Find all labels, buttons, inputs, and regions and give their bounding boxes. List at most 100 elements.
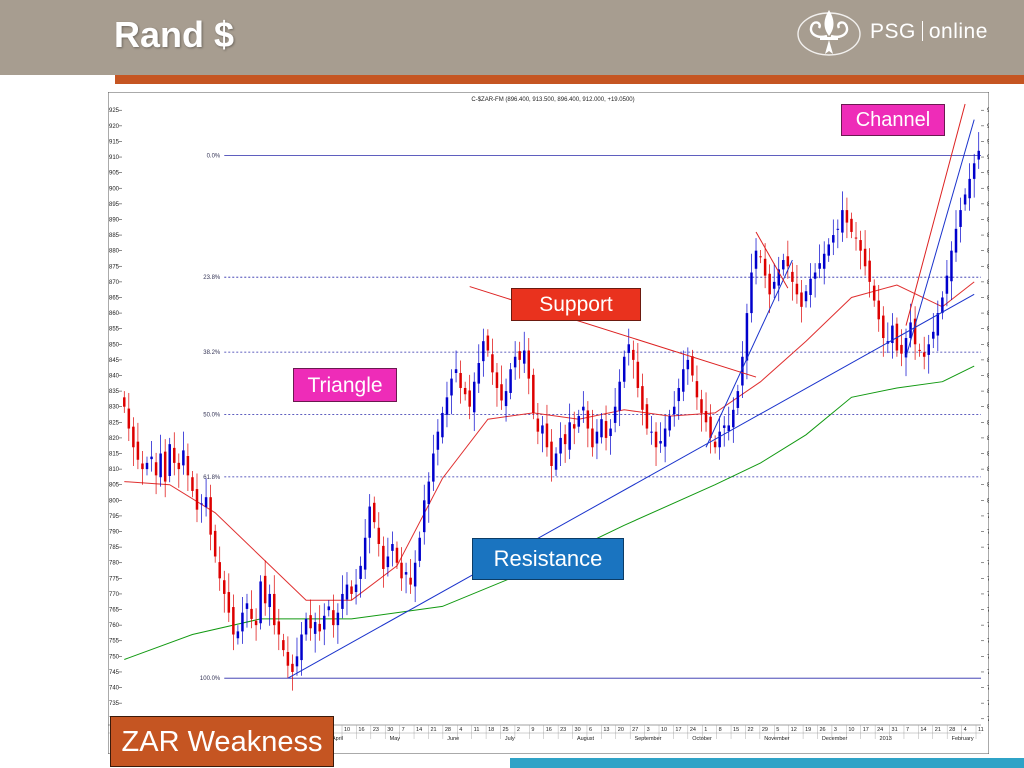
y-tick-label-right: 865 [987, 295, 989, 301]
accent-bar [115, 75, 1024, 84]
y-tick-label-right: 805 [987, 483, 989, 489]
x-day-label: 7 [906, 727, 909, 733]
candle-body [563, 434, 567, 445]
candle-body [868, 260, 871, 282]
candle-body [295, 656, 299, 667]
candle-body [341, 593, 344, 609]
candle-body [363, 537, 367, 570]
candle-body [713, 441, 717, 448]
candle-body [550, 441, 553, 466]
y-tick-label-left: 920 [109, 124, 120, 130]
candle-body [463, 387, 467, 395]
candle-body [850, 218, 853, 232]
x-day-label: 26 [820, 727, 826, 733]
candle-body [313, 622, 317, 634]
candle-body [245, 603, 249, 609]
candle-body [200, 503, 203, 505]
candle-body [213, 530, 217, 557]
x-month-label: April [332, 736, 343, 742]
candle-body [641, 386, 644, 410]
y-tick-label-right: 755 [987, 639, 989, 645]
candle-body [282, 640, 285, 651]
y-tick-label-left: 845 [109, 358, 120, 364]
candle-body [959, 210, 962, 227]
resistance-callout: Resistance [472, 538, 624, 580]
candle-body [372, 502, 376, 523]
candle-body [359, 565, 362, 579]
candle-body [441, 412, 444, 438]
candle-body [972, 163, 976, 179]
candle-body [818, 263, 821, 269]
candle-body [377, 527, 381, 545]
candle-body [286, 651, 290, 666]
candle-body [932, 331, 935, 339]
trendline [905, 119, 975, 357]
candle-body [645, 404, 649, 429]
x-day-label: 8 [719, 727, 722, 733]
candle-body [663, 428, 667, 447]
candle-body [323, 615, 326, 630]
y-tick-label-left: 780 [109, 561, 120, 567]
header-band: Rand $ PSG online [0, 0, 1024, 75]
candle-body [782, 260, 785, 270]
candle-body [204, 497, 208, 508]
support-callout: Support [511, 288, 641, 321]
candle-body [173, 447, 176, 463]
candle-body [891, 325, 894, 344]
x-day-label: 5 [776, 727, 779, 733]
trendline [287, 293, 975, 679]
x-day-label: 1 [704, 727, 707, 733]
candle-body [368, 506, 371, 538]
candle-body [750, 272, 753, 314]
candle-body [572, 424, 576, 429]
candle-body [704, 411, 708, 423]
y-tick-label-right: 885 [987, 233, 989, 239]
candle-body [695, 381, 699, 398]
candle-body [123, 397, 126, 407]
candle-body [318, 623, 321, 632]
candle-body [218, 562, 221, 579]
chart-title: C-$ZAR-FM (896.400, 913.500, 896.400, 91… [471, 97, 634, 103]
candle-body [454, 369, 458, 373]
candle-body [659, 441, 662, 444]
y-tick-label-right: 810 [987, 467, 989, 473]
candle-body [332, 610, 335, 626]
candle-body [754, 250, 758, 269]
y-tick-label-right: 830 [987, 405, 989, 411]
trendline [705, 259, 793, 448]
y-tick-label-left: 775 [109, 576, 120, 582]
candle-body [700, 399, 703, 413]
candle-body [277, 621, 281, 635]
x-month-label: May [390, 736, 401, 742]
candle-body [668, 416, 671, 431]
candle-body [518, 351, 521, 360]
candle-body [604, 421, 608, 438]
candle-body [273, 593, 276, 626]
x-month-label: October [692, 736, 712, 742]
candle-body [404, 572, 408, 575]
x-day-label: 6 [589, 727, 592, 733]
x-day-label: 24 [877, 727, 883, 733]
x-day-label: 28 [445, 727, 451, 733]
x-day-label: 10 [661, 727, 667, 733]
x-day-label: 29 [762, 727, 768, 733]
x-day-label: 25 [503, 727, 509, 733]
x-day-label: 4 [964, 727, 967, 733]
candle-body [941, 297, 944, 314]
candle-body [327, 606, 331, 611]
candle-body [822, 253, 826, 269]
y-tick-label-right: 880 [987, 249, 989, 255]
candle-body [622, 356, 626, 382]
x-day-label: 21 [430, 727, 436, 733]
candle-body [418, 537, 421, 561]
candle-body [386, 556, 390, 568]
candle-body [845, 210, 849, 223]
candle-body [936, 313, 940, 336]
candle-body [545, 423, 549, 448]
candle-body [132, 426, 135, 448]
x-day-label: 3 [834, 727, 837, 733]
candle-body [759, 256, 762, 258]
x-day-label: 13 [603, 727, 609, 733]
y-tick-label-left: 865 [109, 295, 120, 301]
fib-label: 61.8% [203, 475, 221, 481]
